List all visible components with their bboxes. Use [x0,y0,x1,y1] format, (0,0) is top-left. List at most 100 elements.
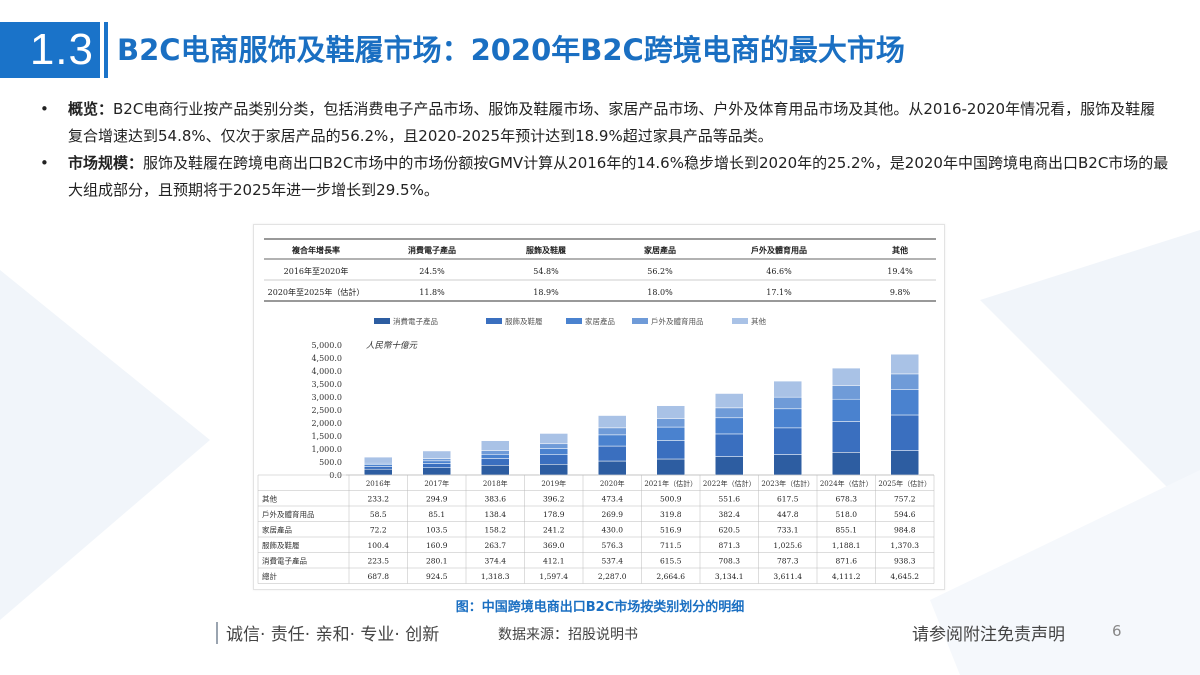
figure-caption: 图：中国跨境电商出口B2C市场按类别划分的明细 [455,600,745,615]
bullet-marker: • [40,100,49,118]
y-tick-label: 1,500.0 [311,432,342,441]
x-tick-label: 2020年 [600,479,625,488]
y-tick-label: 3,000.0 [311,393,342,402]
cagr-cell: 18.9% [533,288,559,297]
bar-segment [773,454,802,476]
bar-segment [773,396,802,410]
x-tick-label: 2019年 [541,479,566,488]
section-number-badge: 1.3 [0,22,100,78]
y-tick-label: 500.0 [319,458,342,467]
x-tick-label: 2022年（估計） [703,479,756,488]
bullet-text: 服饰及鞋履在跨境电商出口B2C市场中的市场份额按GMV计算从2016年的14.6… [68,154,1169,199]
data-table-cell: 3,611.4 [773,572,802,581]
cagr-cell: 18.0% [647,288,673,297]
bar-segment [598,460,627,476]
data-table-cell: 757.2 [894,495,916,504]
bar-segment [656,440,685,460]
x-tick-label: 2023年（估計） [761,479,814,488]
chart-figure: 複合年增長率 消費電子產品 服飾及鞋履 家居產品 戶外及體育用品 其他 2016年至2020… [253,224,945,590]
data-table-cell: 269.9 [602,510,624,519]
legend-swatch [632,318,648,324]
data-table-cell: 518.0 [836,510,858,519]
data-table-cell: 855.1 [836,526,857,535]
x-tick-label: 2024年（估計） [820,479,873,488]
data-table-cell: 412.1 [543,557,564,566]
bar-segment [890,450,919,476]
data-table-cell: 138.4 [485,510,507,519]
bar-segment [364,466,393,470]
data-table-cell: 733.1 [777,526,798,535]
data-table-cell: 383.6 [485,495,507,504]
bullet-market-size: • 市场规模：服饰及鞋履在跨境电商出口B2C市场中的市场份额按GMV计算从201… [40,150,1170,204]
legend-label: 服飾及鞋履 [505,316,543,326]
data-table-cell: 72.2 [370,526,387,535]
page-title: B2C电商服饰及鞋履市场：2020年B2C跨境电商的最大市场 [117,33,905,67]
data-table-cell: 594.6 [894,510,916,519]
cagr-table-header: 消費電子產品 [408,245,456,255]
data-table-cell: 223.5 [368,557,390,566]
legend-swatch [374,318,390,324]
data-table-cell: 938.3 [894,557,916,566]
bar-segment [539,464,568,476]
y-tick-label: 1,000.0 [311,445,342,454]
bar-segment [539,454,568,465]
data-table-cell: 537.4 [602,557,624,566]
cagr-table-header: 其他 [892,245,908,255]
bar-segment [890,389,919,416]
x-tick-label: 2016年 [366,479,391,488]
data-table-cell: 687.8 [368,572,390,581]
cagr-cell: 11.8% [419,288,445,297]
bar-segment [422,467,451,476]
bullet-text: B2C电商行业按产品类别分类，包括消费电子产品市场、服饰及鞋履市场、家居产品市场… [68,100,1156,145]
y-tick-label: 3,500.0 [311,380,342,389]
cagr-cell: 17.1% [766,288,792,297]
y-tick-label: 4,000.0 [311,367,342,376]
bar-segment [481,454,510,459]
legend-label: 戶外及體育用品 [651,316,704,326]
data-table-cell: 103.5 [426,526,448,535]
bullet-label: 概览： [68,100,114,118]
bar-segment [422,460,451,464]
data-table-cell: 473.4 [602,495,624,504]
y-tick-label: 4,500.0 [311,354,342,363]
bar-segment [598,445,627,462]
footer-divider [216,622,218,644]
bar-segment [539,448,568,455]
bar-segment [598,427,627,436]
legend-label: 其他 [751,316,766,326]
disclaimer-link[interactable]: 请参阅附注免责声明 [912,625,1065,645]
data-source: 数据来源：招股说明书 [498,627,638,643]
data-table-cell: 1,025.6 [773,541,802,550]
bar-segment [481,458,510,466]
cagr-row-label: 2016年至2020年 [284,266,349,276]
data-table-cell: 1,597.4 [539,572,568,581]
bar-segment [715,393,744,409]
data-table-cell: 241.2 [543,526,565,535]
bar-segment [773,380,802,398]
data-table-row-label: 其他 [262,494,277,504]
bar-segment [481,450,510,455]
stacked-bar-chart: 複合年增長率 消費電子產品 服飾及鞋履 家居產品 戶外及體育用品 其他2016年至2020… [257,238,936,584]
cagr-table-header: 戶外及體育用品 [751,245,807,255]
data-table-cell: 447.8 [777,510,799,519]
unit-label: 人民幣十億元 [366,340,419,351]
bar-segment [715,456,744,476]
data-table-cell: 4,645.2 [890,572,919,581]
bar-segment [832,421,861,453]
data-table-row-label: 消費電子產品 [262,556,307,566]
bar-segment [832,385,861,400]
data-table-cell: 100.4 [368,541,390,550]
data-table-cell: 294.9 [426,495,448,504]
data-table-cell: 263.7 [485,541,507,550]
footer-slogan: 诚信· 责任· 亲和· 专业· 创新 [226,625,440,645]
data-table-row-label: 戶外及體育用品 [262,509,315,519]
x-tick-label: 2018年 [483,479,508,488]
data-table-cell: 500.9 [660,495,682,504]
data-table-cell: 58.5 [370,510,387,519]
data-table-cell: 158.2 [485,526,507,535]
x-tick-label: 2021年（估計） [644,479,697,488]
bar-segment [481,465,510,476]
bullet-overview: • 概览：B2C电商行业按产品类别分类，包括消费电子产品市场、服饰及鞋履市场、家… [40,96,1170,150]
bar-segment [890,373,919,390]
bar-segment [773,408,802,429]
